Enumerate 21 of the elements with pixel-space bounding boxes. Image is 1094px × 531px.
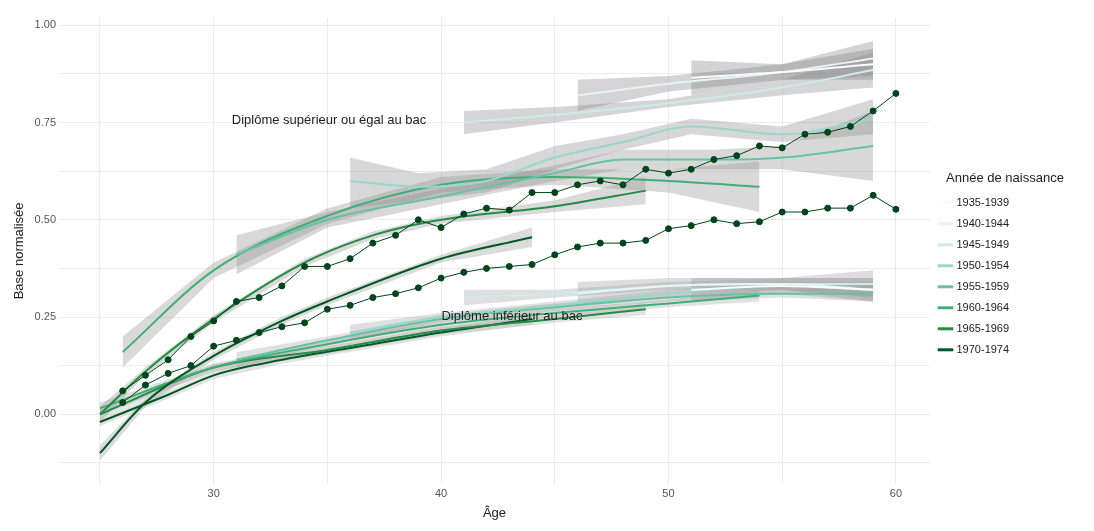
legend-title: Année de naissance	[946, 169, 1064, 185]
legend-label: 1945-1949	[956, 237, 1010, 250]
legend-label: 1935-1939	[956, 195, 1010, 208]
x-tick-label: 30	[207, 486, 220, 499]
legend-label: 1950-1954	[956, 258, 1010, 271]
y-tick-label: 0.75	[34, 115, 57, 128]
annotation: Diplôme supérieur ou égal au bac	[231, 111, 427, 127]
legend-label: 1960-1964	[956, 300, 1010, 313]
x-axis-title: Âge	[482, 504, 507, 520]
x-tick-label: 60	[889, 486, 903, 499]
x-tick-label: 50	[662, 486, 675, 499]
y-axis-title: Base normalisée	[11, 202, 27, 300]
legend-label: 1940-1944	[956, 216, 1010, 229]
y-tick-label: 0.50	[34, 212, 57, 225]
legend-label: 1970-1974	[956, 342, 1010, 355]
y-tick-label: 1.00	[34, 18, 57, 31]
legend-label: 1965-1969	[956, 321, 1010, 334]
legend-label: 1955-1959	[956, 279, 1010, 292]
y-tick-label: 0.25	[34, 310, 57, 323]
y-tick-label: 0.00	[34, 407, 57, 420]
x-tick-label: 40	[434, 486, 448, 499]
